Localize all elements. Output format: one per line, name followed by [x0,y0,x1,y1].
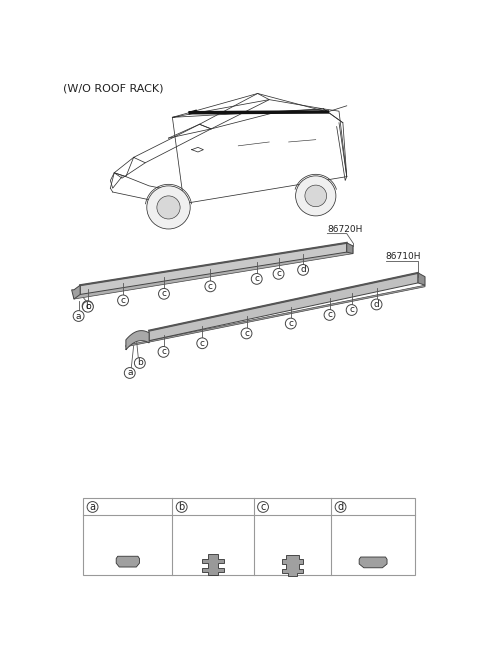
Text: c: c [254,275,259,283]
Circle shape [241,328,252,339]
Circle shape [205,281,216,292]
Text: d: d [337,502,344,512]
Text: c: c [85,302,90,311]
Text: 87218L: 87218L [111,540,144,549]
Text: 87229B: 87229B [356,528,390,537]
Text: 87256: 87256 [199,528,228,537]
Circle shape [158,346,169,357]
Text: c: c [327,310,332,319]
Text: b: b [179,502,185,512]
Polygon shape [74,246,353,299]
Circle shape [335,501,346,512]
Text: c: c [161,289,167,298]
Text: b: b [137,359,143,367]
Polygon shape [418,273,425,285]
Circle shape [147,186,190,229]
Text: 86720H: 86720H [327,225,363,234]
Circle shape [157,196,180,219]
Text: c: c [208,282,213,291]
Circle shape [73,311,84,321]
Text: c: c [200,339,205,348]
Circle shape [305,185,326,207]
Polygon shape [80,243,347,294]
Circle shape [87,501,98,512]
Text: 87229A: 87229A [356,540,390,549]
Text: 87218R: 87218R [110,528,145,537]
Text: c: c [120,296,126,305]
Text: a: a [76,311,81,321]
FancyBboxPatch shape [83,499,415,576]
Text: a: a [90,502,96,512]
Polygon shape [202,554,224,576]
Polygon shape [149,273,418,340]
Circle shape [134,357,145,369]
Circle shape [118,295,129,306]
Text: 87249: 87249 [271,503,300,511]
Text: (W/O ROOF RACK): (W/O ROOF RACK) [63,83,164,93]
Circle shape [252,273,262,284]
Circle shape [273,269,284,279]
Circle shape [296,176,336,216]
Circle shape [371,299,382,310]
Text: c: c [260,502,266,512]
Circle shape [324,309,335,321]
Text: a: a [127,369,132,378]
Polygon shape [359,557,387,568]
Circle shape [346,305,357,315]
Polygon shape [126,330,149,350]
Polygon shape [72,285,80,299]
Text: b: b [85,302,91,311]
Circle shape [158,288,169,299]
Circle shape [83,302,93,312]
Text: d: d [373,300,379,309]
Polygon shape [347,243,353,254]
Text: 87255: 87255 [199,540,228,549]
Circle shape [258,501,268,512]
Text: c: c [276,269,281,279]
Circle shape [298,265,309,275]
Text: d: d [300,265,306,275]
Circle shape [124,367,135,378]
Circle shape [176,501,187,512]
Circle shape [82,301,93,311]
Text: c: c [288,319,293,328]
Polygon shape [116,556,139,567]
Circle shape [285,318,296,329]
Polygon shape [282,555,303,576]
Text: 86710H: 86710H [385,252,421,261]
Circle shape [197,338,208,349]
Text: c: c [244,329,249,338]
Text: c: c [349,306,354,315]
Text: c: c [161,348,166,356]
Polygon shape [126,285,425,347]
